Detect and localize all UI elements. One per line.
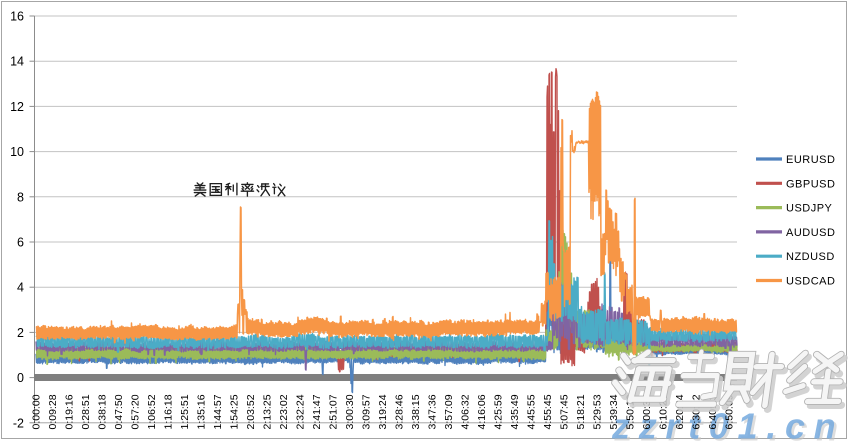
- svg-text:4:25:59: 4:25:59: [493, 394, 505, 429]
- svg-text:zzrt01.cn: zzrt01.cn: [611, 406, 844, 441]
- svg-text:EURUSD: EURUSD: [786, 154, 835, 166]
- svg-text:3:00:30: 3:00:30: [344, 394, 356, 429]
- svg-text:USDCAD: USDCAD: [786, 276, 835, 288]
- svg-text:0: 0: [17, 371, 24, 385]
- svg-text:0:28:51: 0:28:51: [80, 394, 92, 429]
- svg-text:USDJPY: USDJPY: [786, 203, 833, 215]
- svg-text:6: 6: [17, 236, 24, 250]
- svg-text:0:19:16: 0:19:16: [64, 394, 76, 429]
- svg-text:1:06:52: 1:06:52: [146, 394, 158, 429]
- svg-text:0:57:20: 0:57:20: [130, 394, 142, 429]
- svg-text:6:30:22: 6:30:22: [691, 394, 703, 429]
- svg-text:1:16:18: 1:16:18: [163, 394, 175, 429]
- svg-text:5:29:53: 5:29:53: [592, 394, 604, 429]
- svg-text:5:39:34: 5:39:34: [608, 394, 620, 429]
- svg-text:12: 12: [10, 100, 24, 114]
- svg-text:0:38:18: 0:38:18: [97, 394, 109, 429]
- svg-text:2:32:24: 2:32:24: [295, 394, 307, 429]
- svg-text:16: 16: [10, 10, 24, 24]
- svg-text:3:09:57: 3:09:57: [361, 394, 373, 429]
- svg-text:zzrt01.cn: zzrt01.cn: [614, 408, 847, 441]
- svg-text:3:28:46: 3:28:46: [394, 394, 406, 429]
- svg-text:4:16:06: 4:16:06: [476, 394, 488, 429]
- svg-text:2:23:02: 2:23:02: [278, 394, 290, 429]
- svg-text:0:00:00: 0:00:00: [31, 394, 43, 429]
- svg-text:8: 8: [17, 190, 24, 204]
- svg-text:3:38:15: 3:38:15: [410, 394, 422, 429]
- svg-text:AUDUSD: AUDUSD: [786, 227, 835, 239]
- svg-text:0:09:28: 0:09:28: [47, 394, 59, 429]
- svg-text:0:47:50: 0:47:50: [113, 394, 125, 429]
- svg-text:2:13:25: 2:13:25: [262, 394, 274, 429]
- svg-text:3:57:09: 3:57:09: [443, 394, 455, 429]
- svg-text:GBPUSD: GBPUSD: [786, 178, 835, 190]
- svg-text:4:55:45: 4:55:45: [542, 394, 554, 429]
- svg-text:6:20:24: 6:20:24: [674, 394, 686, 429]
- svg-text:14: 14: [10, 55, 24, 69]
- svg-text:10: 10: [10, 145, 24, 159]
- svg-text:4:35:49: 4:35:49: [509, 394, 521, 429]
- svg-text:1:25:51: 1:25:51: [179, 394, 191, 429]
- svg-text:1:54:25: 1:54:25: [229, 394, 241, 429]
- svg-text:3:47:36: 3:47:36: [427, 394, 439, 429]
- svg-text:2: 2: [17, 326, 24, 340]
- svg-text:2:03:52: 2:03:52: [245, 394, 257, 429]
- svg-text:4:45:55: 4:45:55: [526, 394, 538, 429]
- svg-text:1:44:57: 1:44:57: [212, 394, 224, 429]
- svg-text:1:35:16: 1:35:16: [196, 394, 208, 429]
- svg-text:2:51:07: 2:51:07: [328, 394, 340, 429]
- svg-text:-2: -2: [13, 416, 24, 430]
- svg-text:3:19:24: 3:19:24: [377, 394, 389, 429]
- svg-text:4:06:32: 4:06:32: [460, 394, 472, 429]
- svg-text:2:41:47: 2:41:47: [311, 394, 323, 429]
- svg-text:4: 4: [17, 281, 24, 295]
- svg-text:5:07:45: 5:07:45: [559, 394, 571, 429]
- svg-text:5:18:21: 5:18:21: [575, 394, 587, 429]
- svg-text:NZDUSD: NZDUSD: [786, 251, 835, 263]
